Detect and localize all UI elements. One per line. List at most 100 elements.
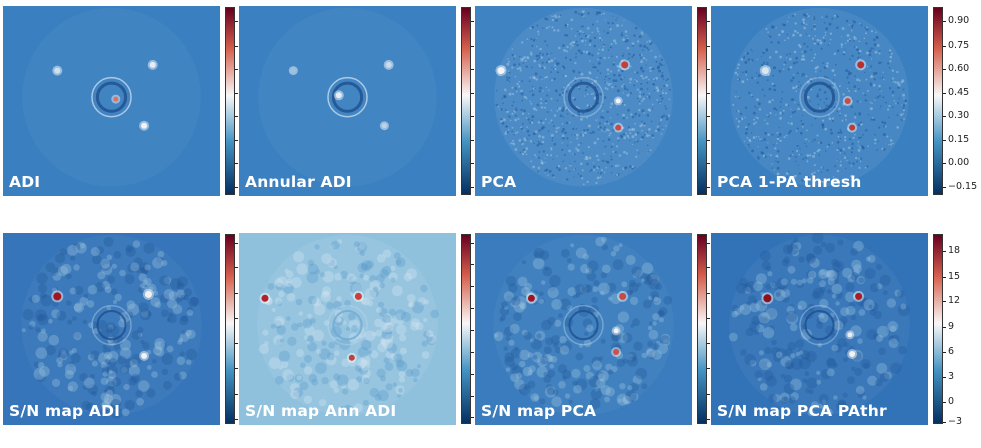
central-residual-ring bbox=[332, 310, 363, 341]
central-residual-halo bbox=[91, 76, 132, 118]
colorbar-tick-mark bbox=[235, 419, 238, 421]
panel-label-snr-pca: S/N map PCA bbox=[481, 402, 597, 420]
colorbar-tick-mark bbox=[943, 301, 946, 303]
companion-spot bbox=[619, 292, 627, 300]
companion-spot bbox=[849, 124, 856, 131]
colorbar-tick-mark bbox=[471, 45, 474, 47]
central-residual-ring bbox=[95, 81, 128, 113]
panel-svg-annular-adi bbox=[258, 7, 437, 187]
companion-spot bbox=[53, 292, 62, 301]
colorbar-tick-mark bbox=[471, 163, 474, 165]
colorbar-tick-mark bbox=[943, 422, 946, 424]
colorbar-tick-mark bbox=[707, 242, 710, 244]
colorbar-tick-mark bbox=[943, 377, 946, 379]
panel-svg-snr-pca bbox=[493, 234, 674, 416]
central-residual-halo bbox=[563, 76, 604, 118]
companion-spot bbox=[857, 61, 865, 69]
panel-image-annular-adi: Annular ADI bbox=[239, 6, 456, 196]
colorbar-tick-mark bbox=[707, 21, 710, 23]
colorbar-tick-mark bbox=[235, 242, 238, 244]
colorbar-tick-mark bbox=[235, 69, 238, 71]
colorbar-tick-mark bbox=[943, 402, 946, 404]
panel-svg-snr-pca-pathr bbox=[728, 233, 910, 417]
speckle-noise bbox=[728, 233, 910, 417]
companion-spot bbox=[354, 292, 362, 300]
colorbar-tick-mark bbox=[471, 92, 474, 94]
colorbar-tick-label: 15 bbox=[948, 270, 961, 282]
colorbar-snr-pca-pathr bbox=[933, 234, 943, 424]
central-residual-ring bbox=[568, 310, 599, 341]
colorbar-tick-label: 0 bbox=[948, 396, 955, 408]
companion-spot bbox=[497, 67, 505, 75]
colorbar-tick-mark bbox=[235, 367, 238, 369]
panel-svg-snr-ann-adi bbox=[257, 234, 439, 416]
colorbar-tick-mark bbox=[943, 45, 946, 47]
companion-spot bbox=[613, 328, 619, 334]
colorbar-tick-mark bbox=[943, 116, 946, 118]
companion-spot bbox=[849, 351, 856, 357]
companion-spot bbox=[613, 349, 620, 355]
colorbar-tick-mark bbox=[235, 139, 238, 141]
panel-image-snr-adi: S/N map ADI bbox=[3, 233, 220, 425]
panel-image-snr-pca-pathr: S/N map PCA PAthr bbox=[711, 233, 928, 425]
field-disk bbox=[21, 234, 202, 416]
panel-image-adi: ADI bbox=[3, 6, 220, 196]
field-disk bbox=[258, 7, 437, 187]
colorbar-tick-mark bbox=[943, 276, 946, 278]
colorbar-tick-mark bbox=[471, 69, 474, 71]
companion-spot bbox=[290, 68, 296, 74]
speckle-noise bbox=[495, 10, 671, 186]
colorbar-snr-ann-adi bbox=[461, 234, 471, 424]
central-residual-ring bbox=[96, 310, 127, 341]
panel-image-pca-1pa: PCA 1-PA thresh bbox=[711, 6, 928, 196]
colorbar-tick-mark bbox=[235, 116, 238, 118]
colorbar-tick-mark bbox=[943, 21, 946, 23]
colorbar-tick-mark bbox=[707, 419, 710, 421]
colorbar-tick-mark bbox=[235, 393, 238, 395]
companion-spot bbox=[527, 294, 535, 302]
colorbar-tick-mark bbox=[471, 264, 474, 266]
companion-spot bbox=[144, 290, 152, 298]
colorbar-tick-label: −0.15 bbox=[948, 180, 978, 192]
companion-spot bbox=[54, 67, 61, 74]
central-residual-ring bbox=[567, 81, 600, 113]
colorbar-tick-label: 0.90 bbox=[948, 15, 970, 27]
colorbar-tick-mark bbox=[235, 317, 238, 319]
colorbar-pca bbox=[697, 7, 707, 195]
colorbar-tick-mark bbox=[943, 92, 946, 94]
colorbar-pca-1pa bbox=[933, 7, 943, 195]
companion-spot bbox=[621, 61, 629, 69]
colorbar-tick-mark bbox=[707, 367, 710, 369]
colorbar-tick-label: 0.00 bbox=[948, 157, 970, 169]
colorbar-tick-mark bbox=[235, 267, 238, 269]
companion-spot bbox=[847, 332, 853, 338]
field-disk bbox=[257, 234, 438, 416]
companion-spot bbox=[141, 352, 148, 359]
panel-label-snr-adi: S/N map ADI bbox=[9, 402, 121, 420]
speckle-noise bbox=[258, 239, 439, 415]
colorbar-tick-mark bbox=[707, 393, 710, 395]
colorbar-tick-mark bbox=[707, 69, 710, 71]
central-residual-halo bbox=[327, 304, 368, 346]
speckle-noise bbox=[732, 13, 908, 184]
companion-spot bbox=[113, 96, 119, 102]
colorbar-tick-mark bbox=[707, 186, 710, 188]
colorbar-tick-label: 0.30 bbox=[948, 110, 970, 122]
central-residual-halo bbox=[799, 304, 840, 346]
colorbar-tick-mark bbox=[471, 286, 474, 288]
colorbar-tick-label: 12 bbox=[948, 295, 961, 307]
colorbar-tick-mark bbox=[235, 92, 238, 94]
panel-image-pca: PCA bbox=[475, 6, 692, 196]
colorbar-tick-mark bbox=[471, 373, 474, 375]
colorbar-tick-mark bbox=[943, 327, 946, 329]
colorbar-tick-mark bbox=[471, 351, 474, 353]
central-residual-ring bbox=[331, 81, 364, 113]
colorbar-tick-mark bbox=[471, 242, 474, 244]
colorbar-tick-mark bbox=[235, 343, 238, 345]
field-disk bbox=[730, 7, 909, 187]
central-residual-ring bbox=[803, 81, 836, 113]
colorbar-tick-mark bbox=[471, 395, 474, 397]
colorbar-tick-mark bbox=[707, 139, 710, 141]
companion-spot bbox=[761, 67, 769, 75]
colorbar-tick-label: 0.15 bbox=[948, 133, 970, 145]
